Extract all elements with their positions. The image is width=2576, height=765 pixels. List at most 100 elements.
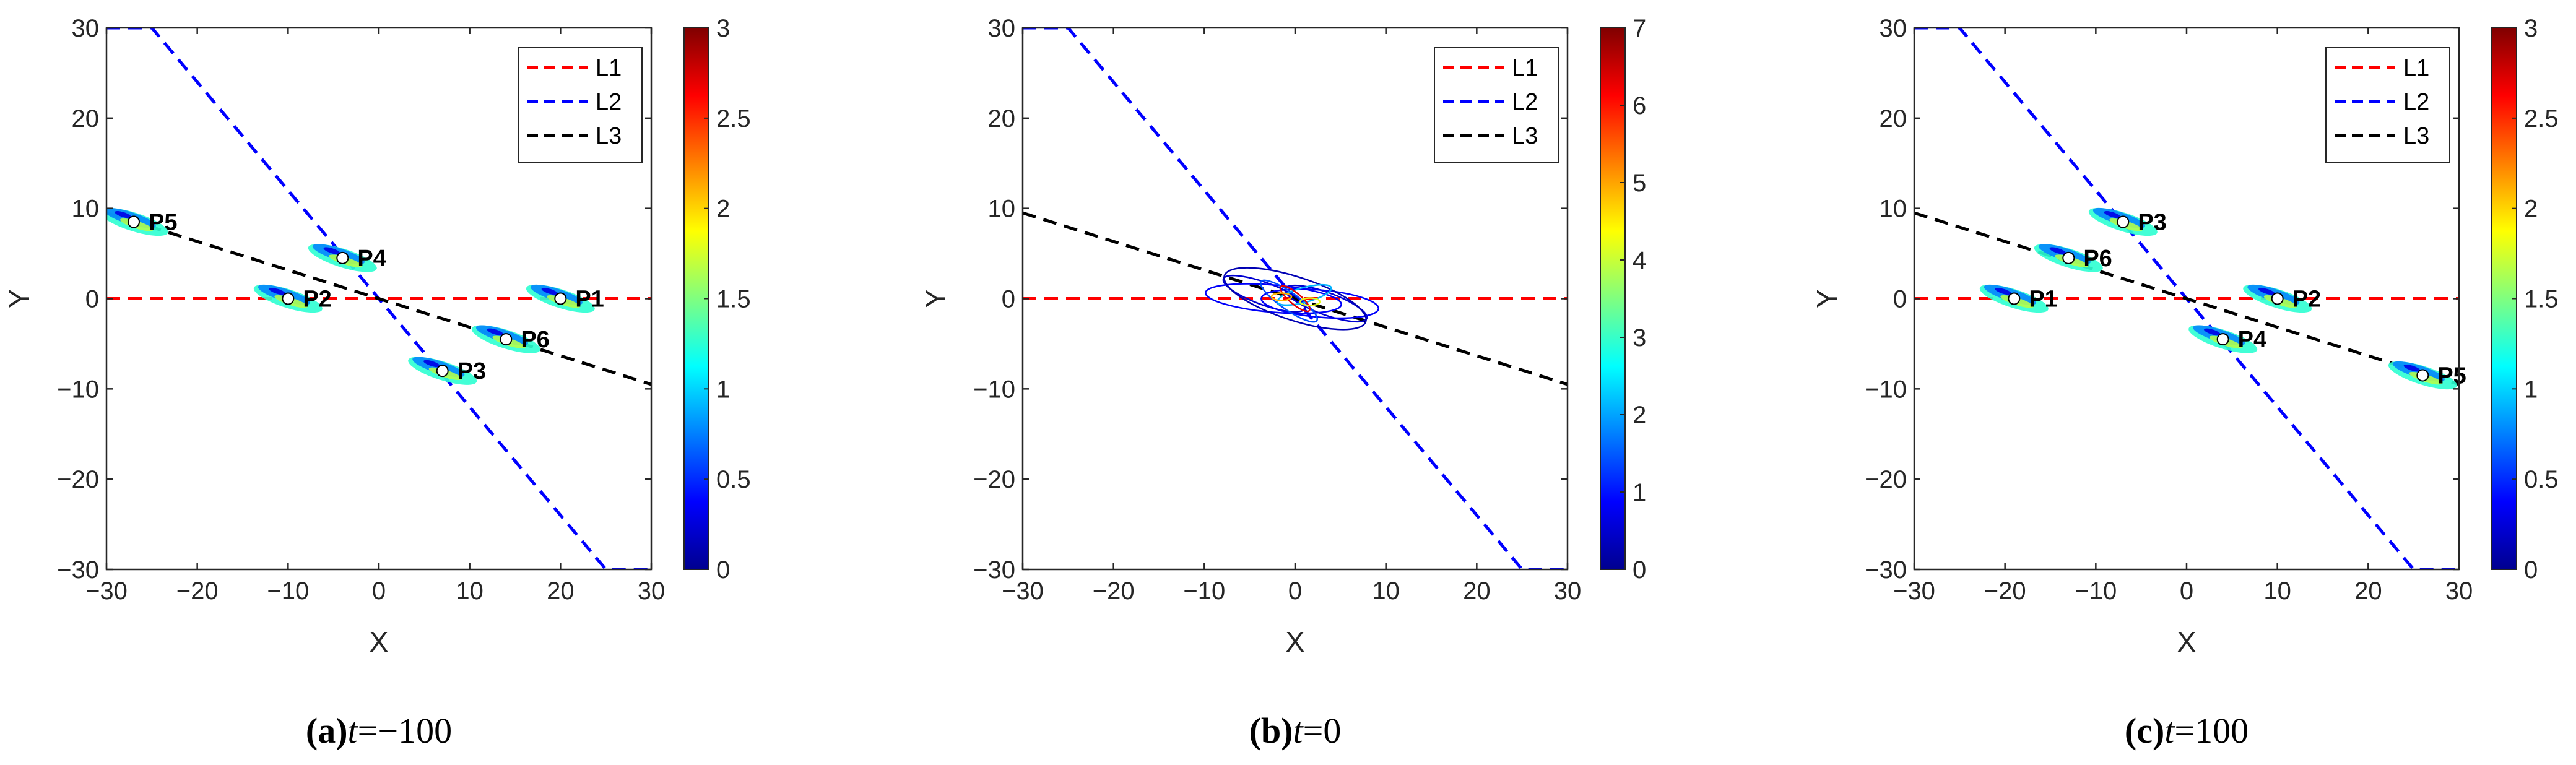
y-tick-label: −10	[57, 376, 99, 403]
plot-content	[1914, 28, 2459, 569]
series-line-l3	[1914, 211, 2459, 386]
point-label-p4: P4	[357, 246, 386, 272]
y-tick-label: −30	[57, 556, 99, 584]
density-core	[487, 328, 504, 336]
caption-equals: =	[1303, 711, 1324, 751]
contour-ring	[1259, 279, 1319, 323]
y-tick-label: 10	[72, 196, 100, 223]
contour-ring	[1299, 297, 1321, 306]
caption-variable: t	[2164, 711, 2175, 751]
colorbar-tick-label: 5	[1633, 170, 1646, 197]
density-core	[423, 360, 440, 368]
x-tick-label: −30	[1002, 577, 1044, 605]
colorbar-gradient	[1600, 27, 1626, 570]
y-axis-label: Y	[919, 289, 952, 308]
caption-panel-label: (b)	[1249, 711, 1293, 751]
legend-label-l3: L3	[1512, 123, 1538, 149]
chart-panel-2: −30 −20 −10 0 10 20 303020100−10−20−30XYL1L2L3…	[919, 15, 1646, 751]
x-tick-label: −10	[267, 577, 309, 605]
caption-value: 0	[1323, 711, 1341, 751]
point-label-p4: P4	[2238, 327, 2266, 353]
series-line-l3	[106, 211, 651, 386]
panel-caption: (c)t=100	[2125, 711, 2249, 751]
legend-label-l2: L2	[596, 89, 622, 115]
series-line-l3	[1023, 211, 1568, 386]
y-tick-label: 0	[1002, 286, 1015, 313]
y-axis-label: Y	[1811, 289, 1843, 308]
y-tick-label: −10	[1865, 376, 1907, 403]
x-tick-label: −30	[1893, 577, 1935, 605]
legend-box	[2325, 47, 2450, 163]
contour-ring	[1260, 288, 1379, 319]
y-tick-label: 20	[1880, 105, 1907, 132]
point-label-p1: P1	[575, 287, 604, 313]
plot-content	[106, 28, 651, 569]
y-tick-label: −30	[973, 556, 1015, 584]
caption-panel-label: (c)	[2125, 711, 2164, 751]
density-core	[323, 247, 340, 254]
x-axis-label: X	[370, 626, 389, 658]
density-core	[269, 288, 286, 295]
point-label-p6: P6	[521, 327, 549, 353]
x-tick-label: −30	[85, 577, 128, 605]
point-marker-p3	[436, 365, 449, 378]
point-marker-p3	[2117, 215, 2130, 228]
y-tick-label: −20	[973, 466, 1015, 493]
caption-equals: =	[358, 711, 378, 751]
x-tick-label: −10	[1183, 577, 1225, 605]
x-tick-label: −10	[2075, 577, 2117, 605]
legend-label-l1: L1	[2403, 55, 2429, 81]
caption-variable: t	[1293, 711, 1304, 751]
legend-label-l3: L3	[2403, 123, 2429, 149]
caption-value: −100	[378, 711, 452, 751]
x-axis-label: X	[2177, 626, 2197, 658]
point-label-p2: P2	[303, 287, 331, 313]
y-tick-label: 30	[988, 15, 1016, 42]
x-tick-label: 30	[638, 577, 666, 605]
plot-content	[1023, 28, 1568, 569]
colorbar: 0 0.5 1 1.5 2 2.5 3	[683, 15, 751, 584]
y-tick-label: −30	[1865, 556, 1907, 584]
point-marker-p1	[2008, 292, 2021, 305]
colorbar-tick-label: 0.5	[2524, 466, 2559, 493]
colorbar-tick-label: 0	[2524, 556, 2538, 584]
x-tick-label: −20	[1984, 577, 2026, 605]
y-tick-label: 20	[988, 105, 1016, 132]
density-core	[2204, 328, 2221, 336]
colorbar-tick-label: 4	[1633, 247, 1646, 274]
x-tick-label: 0	[1288, 577, 1302, 605]
colorbar-tick-label: 1.5	[2524, 286, 2559, 313]
colorbar-tick-label: 1	[1633, 479, 1646, 506]
colorbar-tick-label: 3	[2524, 15, 2538, 42]
x-tick-label: 30	[1554, 577, 1582, 605]
y-tick-label: −10	[973, 376, 1015, 403]
y-tick-label: 10	[1880, 196, 1907, 223]
colorbar-tick-label: 1	[2524, 376, 2538, 403]
y-tick-label: 30	[1880, 15, 1907, 42]
colorbar-tick-label: 2	[1633, 402, 1646, 429]
point-marker-p2	[2271, 292, 2284, 305]
density-core	[2104, 211, 2121, 218]
legend-label-l2: L2	[2403, 89, 2429, 115]
density-core	[1995, 288, 2012, 295]
contour-ring	[1205, 283, 1342, 314]
y-tick-label: 20	[72, 105, 100, 132]
legend: L1 L2 L3	[2325, 47, 2450, 163]
point-label-p1: P1	[2029, 287, 2057, 313]
colorbar-tick-label: 0.5	[716, 466, 751, 493]
legend-label-l1: L1	[596, 55, 622, 81]
legend: L1 L2 L3	[518, 47, 643, 163]
x-tick-label: 20	[2354, 577, 2382, 605]
x-axis-label: X	[1286, 626, 1305, 658]
colorbar-tick-label: 3	[716, 15, 730, 42]
x-tick-label: 10	[2263, 577, 2291, 605]
y-tick-label: −20	[57, 466, 99, 493]
x-tick-label: 20	[1463, 577, 1491, 605]
panel-caption: (a)t=−100	[306, 711, 452, 751]
x-tick-label: 20	[547, 577, 575, 605]
x-tick-label: 0	[372, 577, 386, 605]
caption-equals: =	[2174, 711, 2195, 751]
